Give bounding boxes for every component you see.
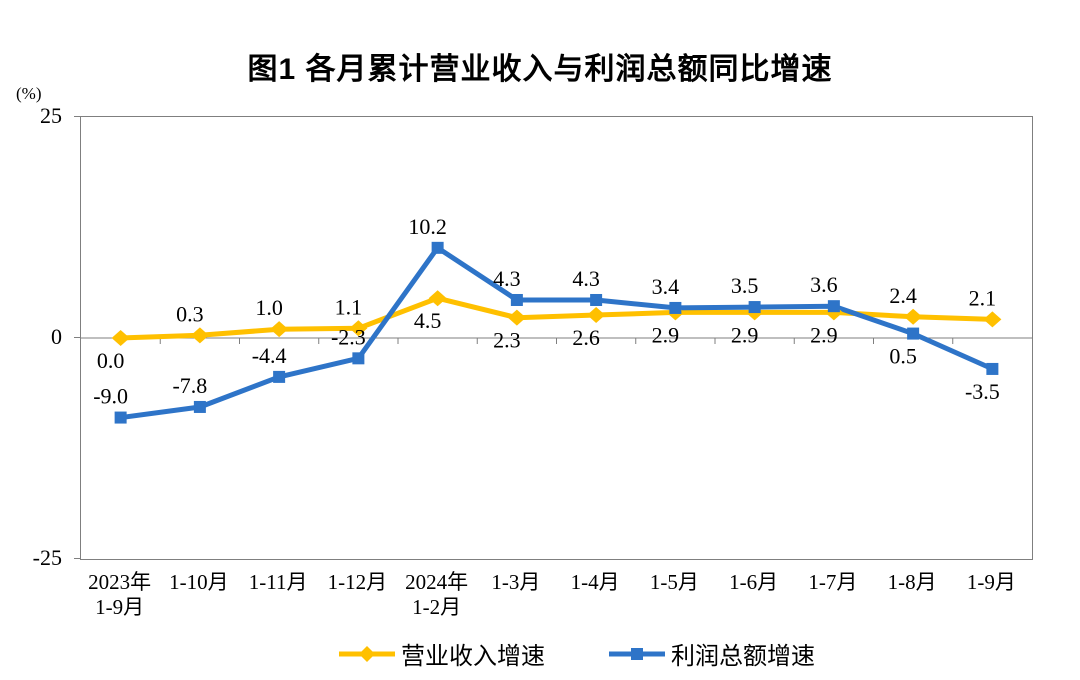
x-axis-tick-label-line: 1-10月 xyxy=(169,570,229,594)
data-point-label: -3.5 xyxy=(965,379,1000,404)
data-point-label: -9.0 xyxy=(93,384,128,409)
x-axis-tick-label-line: 1-12月 xyxy=(327,570,388,594)
legend-label: 营业收入增速 xyxy=(401,644,545,670)
legend-line-square-icon xyxy=(609,647,665,660)
data-point-label: 2.9 xyxy=(652,322,680,347)
x-axis-tick-label-line: 2023年 xyxy=(88,570,152,594)
data-point-marker xyxy=(587,307,606,324)
chart-title: 图1 各月累计营业收入与利润总额同比增速 xyxy=(247,53,833,86)
x-axis-tick-label: 1-3月 xyxy=(451,570,581,595)
x-axis-tick-label-line: 1-6月 xyxy=(729,570,779,594)
data-point-label: 1.0 xyxy=(255,295,283,320)
data-point-marker xyxy=(748,301,761,314)
x-axis-tick-label: 1-11月 xyxy=(213,570,343,595)
data-point-marker xyxy=(983,311,1002,328)
data-point-label: 0.3 xyxy=(176,301,204,326)
x-axis-tick-label: 1-8月 xyxy=(847,570,977,595)
x-axis-tick-label-line: 2024年 xyxy=(405,570,469,594)
legend-marker xyxy=(631,647,643,660)
x-axis-tick-label-line: 1-5月 xyxy=(649,570,699,594)
data-point-label: -2.3 xyxy=(331,324,366,349)
data-point-label: 2.3 xyxy=(493,328,521,353)
plot-canvas: 0.0 0.3 1.0 1.1 4.5 2.3 2.6 2.9 2.9 2.9 2.4 2.1 -9.0… xyxy=(81,214,1032,424)
x-axis-tick-label-line: 1-8月 xyxy=(887,570,937,594)
y-axis-tick-label: 0 xyxy=(51,324,62,349)
data-point-marker xyxy=(590,293,603,306)
data-point-marker xyxy=(273,370,286,383)
x-axis-tick-label-line: 1-11月 xyxy=(248,570,308,594)
data-point-label: 3.6 xyxy=(810,272,838,297)
data-point-label: 2.4 xyxy=(889,283,917,308)
y-axis-tick-label: -25 xyxy=(32,545,62,570)
data-point-label: 2.6 xyxy=(572,325,600,350)
x-axis-tick-label: 1-6月 xyxy=(689,570,819,595)
y-axis-tick-mark xyxy=(74,116,80,117)
legend-marker xyxy=(359,645,375,662)
legend-item-profit-growth: 利润总额增速 xyxy=(609,636,815,671)
legend-label: 利润总额增速 xyxy=(671,644,815,670)
data-point-label: 0.0 xyxy=(97,348,125,373)
data-point-label: 4.3 xyxy=(493,266,521,291)
x-axis-tick-label: 1-5月 xyxy=(609,570,739,595)
x-axis-tick-label: 1-7月 xyxy=(768,570,898,595)
data-point-label: 0.5 xyxy=(889,344,917,369)
data-point-marker xyxy=(669,301,682,314)
data-point-label: 2.1 xyxy=(969,285,997,310)
data-point-marker xyxy=(428,290,447,307)
data-point-marker xyxy=(349,320,368,337)
chart-legend: 营业收入增速 利润总额增速 xyxy=(0,636,1080,671)
y-axis-tick-mark xyxy=(74,337,80,338)
y-axis-unit-label: (%) xyxy=(16,84,42,103)
data-point-label: -4.4 xyxy=(252,343,287,368)
data-point-label: 4.5 xyxy=(414,308,442,333)
profit-growth-line xyxy=(118,245,995,421)
data-point-marker xyxy=(111,330,130,346)
data-point-marker xyxy=(190,327,209,344)
x-axis-tick-label: 2023年 1-9月 xyxy=(55,570,185,620)
data-point-label: 1.1 xyxy=(335,294,363,319)
data-point-marker xyxy=(507,309,526,326)
x-axis-tick-label-line: 1-2月 xyxy=(412,595,462,619)
x-axis-tick-label: 1-10月 xyxy=(134,570,264,595)
data-point-marker xyxy=(352,352,365,365)
data-point-label: 3.4 xyxy=(652,274,680,299)
data-point-label: 4.3 xyxy=(572,266,600,291)
x-axis-tick-label-line: 1-7月 xyxy=(808,570,858,594)
data-point-label: 10.2 xyxy=(408,214,447,239)
data-point-label: 3.5 xyxy=(731,273,759,298)
plot-area: 0.0 0.3 1.0 1.1 4.5 2.3 2.6 2.9 2.9 2.9 2.4 2.1 -9.0… xyxy=(80,116,1033,560)
x-axis-tick-label-line: 1-4月 xyxy=(570,570,620,594)
data-point-marker xyxy=(431,241,444,254)
x-axis-tick-label: 2024年 1-2月 xyxy=(372,570,502,620)
data-point-marker xyxy=(510,293,523,306)
y-axis-tick-mark xyxy=(74,558,80,559)
data-point-marker xyxy=(193,400,206,413)
data-point-label: 2.9 xyxy=(810,322,838,347)
data-point-label: 2.9 xyxy=(731,322,759,347)
y-axis-tick-label: 25 xyxy=(40,103,62,128)
x-axis-tick-label-line: 1-9月 xyxy=(95,595,145,619)
data-point-marker xyxy=(904,308,923,325)
data-point-label: -7.8 xyxy=(172,373,207,398)
legend-item-revenue-growth: 营业收入增速 xyxy=(339,636,545,671)
x-axis-tick-label-line: 1-3月 xyxy=(491,570,541,594)
data-point-marker xyxy=(114,411,127,424)
x-axis-tick-label: 1-12月 xyxy=(292,570,422,595)
x-axis-tick-label: 1-4月 xyxy=(530,570,660,595)
legend-line-diamond-icon xyxy=(339,645,395,662)
data-point-marker xyxy=(270,321,289,338)
data-point-marker xyxy=(827,300,840,313)
x-axis-tick-label: 1-9月 xyxy=(926,570,1056,595)
data-point-marker xyxy=(986,362,999,375)
x-axis-tick-label-line: 1-9月 xyxy=(966,570,1016,594)
data-point-marker xyxy=(907,327,920,340)
